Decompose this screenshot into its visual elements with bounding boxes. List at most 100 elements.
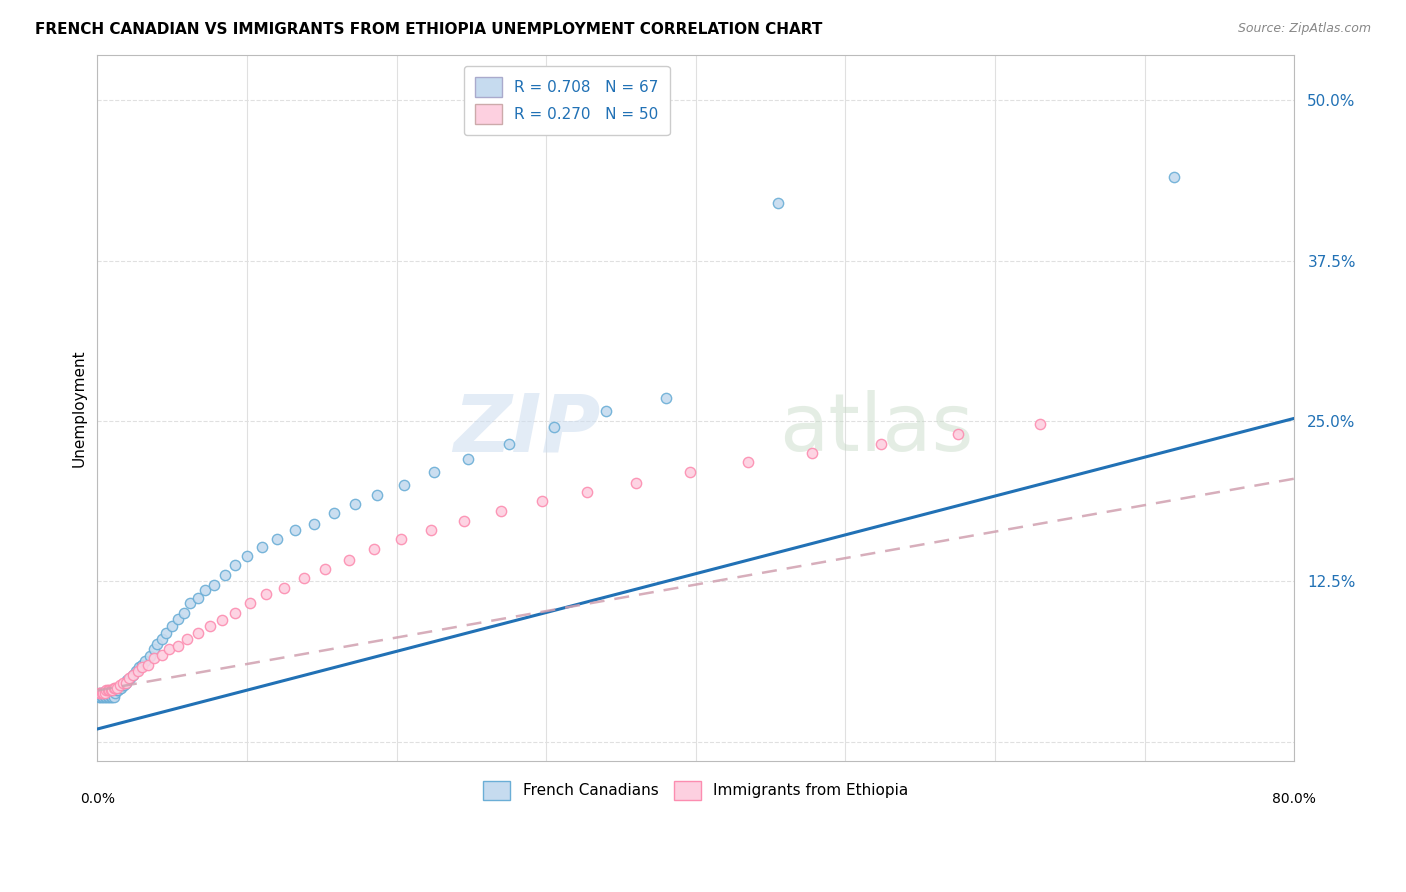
Point: [211, 613, 233, 627]
Text: FRENCH CANADIAN VS IMMIGRANTS FROM ETHIOPIA UNEMPLOYMENT CORRELATION CHART: FRENCH CANADIAN VS IMMIGRANTS FROM ETHIO…: [35, 22, 823, 37]
Point: [94, 686, 117, 700]
Point: [101, 683, 124, 698]
Point: [87, 690, 110, 704]
Point: [543, 420, 565, 434]
Point: [176, 632, 198, 647]
Point: [103, 681, 125, 695]
Point: [138, 648, 160, 663]
Point: [87, 686, 110, 700]
Point: [105, 683, 128, 698]
Point: [96, 690, 118, 704]
Point: [167, 639, 190, 653]
Point: [100, 683, 122, 698]
Text: ZIP: ZIP: [453, 391, 600, 468]
Point: [179, 596, 201, 610]
Point: [98, 683, 121, 698]
Point: [498, 437, 520, 451]
Point: [575, 484, 598, 499]
Point: [112, 678, 135, 692]
Point: [946, 426, 969, 441]
Point: [655, 391, 678, 405]
Point: [125, 665, 148, 679]
Point: [595, 403, 617, 417]
Point: [98, 686, 121, 700]
Point: [173, 607, 195, 621]
Point: [292, 570, 315, 584]
Point: [679, 465, 702, 479]
Point: [273, 581, 295, 595]
Point: [97, 690, 120, 704]
Point: [389, 532, 412, 546]
Point: [127, 665, 149, 679]
Point: [236, 549, 259, 563]
Text: atlas: atlas: [779, 391, 974, 468]
Point: [187, 625, 209, 640]
Point: [108, 681, 131, 695]
Point: [110, 681, 132, 695]
Point: [194, 583, 217, 598]
Point: [98, 690, 121, 704]
Point: [304, 516, 326, 531]
Point: [157, 642, 180, 657]
Point: [146, 637, 169, 651]
Point: [167, 612, 190, 626]
Point: [284, 523, 307, 537]
Point: [111, 678, 134, 692]
Point: [214, 568, 236, 582]
Point: [131, 657, 153, 672]
Point: [801, 446, 824, 460]
Point: [224, 558, 246, 572]
Point: [150, 632, 173, 647]
Point: [530, 493, 553, 508]
Point: [363, 542, 385, 557]
Point: [143, 642, 166, 657]
Point: [224, 607, 246, 621]
Point: [766, 195, 789, 210]
Point: [1029, 417, 1052, 431]
Point: [91, 686, 114, 700]
Point: [143, 651, 166, 665]
Point: [198, 619, 221, 633]
Point: [97, 683, 120, 698]
Point: [122, 668, 145, 682]
Point: [117, 673, 139, 688]
Point: [101, 683, 124, 698]
Point: [343, 497, 366, 511]
Point: [624, 475, 647, 490]
Point: [1163, 170, 1185, 185]
Point: [737, 455, 759, 469]
Point: [392, 478, 415, 492]
Point: [96, 683, 118, 698]
Point: [91, 690, 114, 704]
Point: [90, 690, 112, 704]
Point: [100, 690, 122, 704]
Point: [103, 690, 125, 704]
Point: [128, 660, 150, 674]
Point: [114, 675, 136, 690]
Point: [160, 619, 183, 633]
Point: [111, 675, 134, 690]
Point: [491, 504, 513, 518]
Point: [96, 686, 118, 700]
Point: [254, 587, 277, 601]
Point: [150, 648, 173, 662]
Point: [155, 625, 177, 640]
Point: [90, 686, 112, 700]
Point: [337, 552, 360, 566]
Point: [90, 686, 112, 700]
Point: [136, 657, 159, 672]
Point: [366, 488, 388, 502]
Y-axis label: Unemployment: Unemployment: [72, 350, 86, 467]
Point: [122, 668, 145, 682]
Point: [120, 671, 142, 685]
Point: [94, 690, 117, 704]
Point: [420, 523, 443, 537]
Point: [89, 686, 111, 700]
Point: [89, 686, 111, 700]
Point: [239, 596, 262, 610]
Point: [101, 690, 124, 704]
Point: [100, 686, 122, 700]
Point: [131, 660, 153, 674]
Point: [250, 540, 273, 554]
Point: [104, 681, 127, 695]
